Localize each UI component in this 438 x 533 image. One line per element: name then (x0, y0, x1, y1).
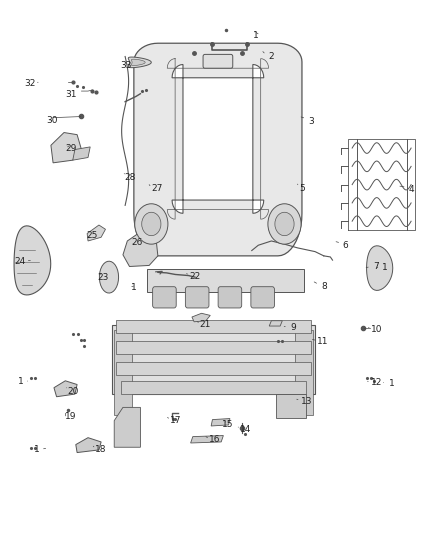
Polygon shape (134, 43, 302, 256)
Circle shape (135, 204, 168, 244)
Circle shape (142, 212, 161, 236)
FancyBboxPatch shape (251, 287, 275, 308)
Polygon shape (367, 246, 393, 290)
Text: 23: 23 (98, 273, 109, 281)
Text: 1: 1 (382, 263, 388, 272)
FancyBboxPatch shape (185, 287, 209, 308)
Polygon shape (99, 261, 119, 293)
Polygon shape (87, 225, 106, 241)
Polygon shape (295, 330, 313, 415)
Text: 1: 1 (34, 446, 39, 455)
Polygon shape (14, 226, 51, 295)
Polygon shape (147, 269, 304, 292)
Text: 33: 33 (121, 61, 132, 70)
Polygon shape (117, 341, 311, 354)
Text: 31: 31 (65, 90, 76, 99)
Polygon shape (114, 330, 132, 415)
Text: 32: 32 (25, 78, 36, 87)
Polygon shape (117, 320, 311, 333)
Text: 26: 26 (131, 238, 143, 247)
Polygon shape (51, 133, 81, 163)
Text: 13: 13 (300, 397, 312, 406)
Text: 1: 1 (389, 379, 394, 388)
Text: 1: 1 (131, 283, 137, 292)
Text: 28: 28 (125, 173, 136, 182)
Text: 7: 7 (373, 262, 379, 271)
Text: 14: 14 (240, 425, 251, 434)
Text: 19: 19 (65, 412, 76, 421)
Text: 17: 17 (170, 416, 181, 425)
Text: 24: 24 (15, 257, 26, 265)
FancyBboxPatch shape (152, 287, 176, 308)
Text: 18: 18 (95, 446, 107, 455)
Text: 1: 1 (18, 377, 23, 386)
Polygon shape (172, 64, 264, 213)
Text: 12: 12 (371, 378, 382, 387)
Text: 27: 27 (151, 184, 162, 193)
Text: 29: 29 (66, 144, 77, 153)
Polygon shape (117, 362, 311, 375)
Text: 16: 16 (209, 435, 220, 445)
Text: 3: 3 (308, 117, 314, 126)
Polygon shape (123, 232, 158, 266)
Polygon shape (131, 59, 145, 66)
Polygon shape (76, 438, 101, 453)
Text: 11: 11 (317, 337, 328, 346)
Text: 1: 1 (253, 31, 259, 40)
Text: 25: 25 (87, 231, 98, 240)
Polygon shape (114, 407, 141, 447)
Polygon shape (269, 321, 283, 326)
FancyBboxPatch shape (203, 54, 233, 68)
Text: 6: 6 (343, 241, 349, 250)
Polygon shape (121, 381, 306, 394)
Polygon shape (73, 147, 90, 160)
Circle shape (275, 212, 294, 236)
FancyBboxPatch shape (218, 287, 242, 308)
Text: 21: 21 (199, 320, 211, 329)
Polygon shape (276, 394, 306, 418)
Polygon shape (54, 381, 77, 397)
Text: 4: 4 (408, 185, 414, 194)
Polygon shape (112, 325, 315, 394)
Text: 15: 15 (222, 420, 233, 429)
Polygon shape (192, 313, 210, 322)
Polygon shape (191, 435, 223, 443)
Text: 20: 20 (67, 387, 78, 396)
Polygon shape (128, 57, 151, 68)
Circle shape (268, 204, 301, 244)
Text: 2: 2 (268, 52, 274, 61)
Text: 30: 30 (46, 116, 58, 125)
Text: 8: 8 (321, 281, 327, 290)
Text: 10: 10 (371, 325, 383, 334)
Text: 9: 9 (290, 323, 296, 332)
Text: 22: 22 (189, 272, 201, 281)
Polygon shape (211, 418, 230, 426)
Text: 5: 5 (299, 184, 305, 193)
